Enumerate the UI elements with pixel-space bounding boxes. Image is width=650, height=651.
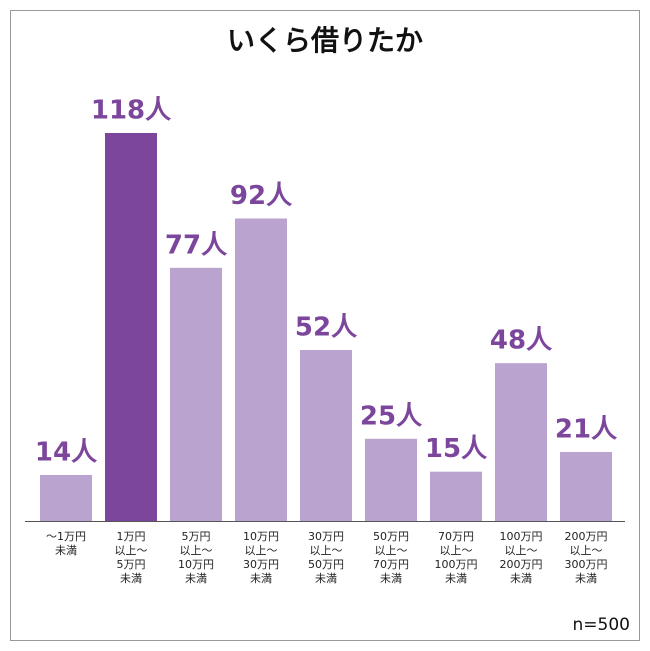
x-tick-label: 未満 xyxy=(250,572,272,585)
x-tick-label: 200万円 xyxy=(565,530,608,543)
bar xyxy=(495,363,547,521)
x-tick-label: 10万円 xyxy=(178,558,214,571)
x-tick-label: 未満 xyxy=(380,572,402,585)
x-tick-label: 50万円 xyxy=(308,558,344,571)
x-tick-label: 未満 xyxy=(510,572,532,585)
x-tick-label: 以上〜 xyxy=(505,544,538,557)
x-tick-label: 以上〜 xyxy=(310,544,343,557)
x-tick-label: 以上〜 xyxy=(570,544,603,557)
value-label: 25人 xyxy=(360,401,422,431)
x-tick-label: 以上〜 xyxy=(375,544,408,557)
x-tick-label: 以上〜 xyxy=(245,544,278,557)
value-label: 48人 xyxy=(490,326,552,356)
x-tick-label: 100万円 xyxy=(435,558,478,571)
bar xyxy=(300,350,352,521)
x-tick-label: 10万円 xyxy=(243,530,279,543)
frame xyxy=(10,10,640,641)
x-tick-label: 以上〜 xyxy=(115,544,148,557)
x-tick-label: 未満 xyxy=(445,572,467,585)
value-label: 15人 xyxy=(425,434,487,464)
chart-title: いくら借りたか xyxy=(227,24,423,57)
bar xyxy=(560,451,612,521)
sample-size: n=500 xyxy=(573,615,630,635)
x-tick-label: 5万円 xyxy=(182,530,211,543)
x-tick-label: 未満 xyxy=(575,572,597,585)
x-tick-label: 未満 xyxy=(315,572,337,585)
bar xyxy=(170,267,222,521)
x-tick-label: 〜1万円 xyxy=(46,530,86,543)
x-tick-label: 未満 xyxy=(55,544,77,557)
x-tick-label: 以上〜 xyxy=(440,544,473,557)
x-tick-label: 30万円 xyxy=(243,558,279,571)
value-label: 21人 xyxy=(555,414,617,444)
x-tick-label: 未満 xyxy=(120,572,142,585)
value-label: 92人 xyxy=(230,181,292,211)
x-tick-label: 5万円 xyxy=(117,558,146,571)
x-tick-label: 1万円 xyxy=(117,530,146,543)
value-label: 14人 xyxy=(35,437,97,467)
bar xyxy=(235,218,287,522)
value-label: 77人 xyxy=(165,230,227,260)
x-tick-label: 200万円 xyxy=(500,558,543,571)
x-tick-label: 50万円 xyxy=(373,530,409,543)
bar xyxy=(365,438,417,521)
x-tick-label: 未満 xyxy=(185,572,207,585)
bar xyxy=(430,471,482,521)
x-tick-label: 100万円 xyxy=(500,530,543,543)
x-tick-label: 70万円 xyxy=(373,558,409,571)
x-tick-label: 300万円 xyxy=(565,558,608,571)
bar xyxy=(105,133,157,521)
bar xyxy=(40,474,92,521)
x-tick-label: 30万円 xyxy=(308,530,344,543)
value-label: 118人 xyxy=(91,96,171,126)
x-tick-label: 70万円 xyxy=(438,530,474,543)
value-label: 52人 xyxy=(295,313,357,343)
x-tick-label: 以上〜 xyxy=(180,544,213,557)
